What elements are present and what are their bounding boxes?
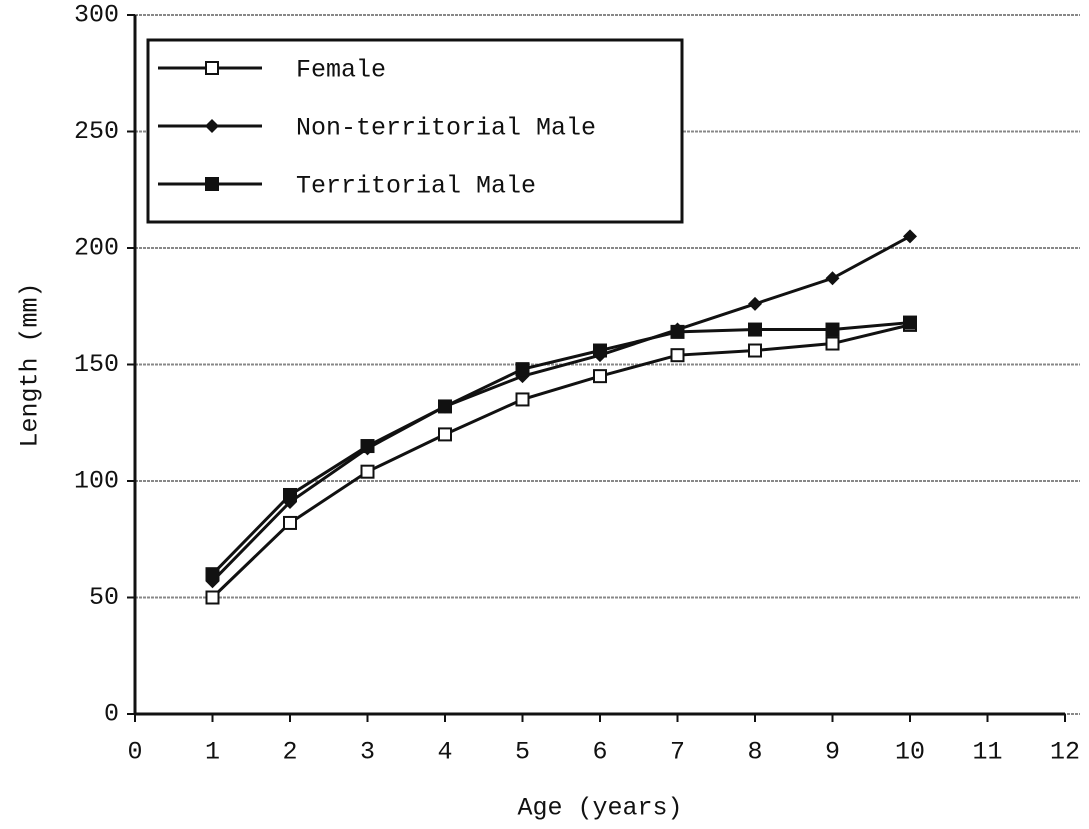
point: [825, 322, 840, 337]
x-tick-label: 7: [670, 738, 685, 767]
point: [825, 271, 840, 286]
point: [283, 515, 297, 530]
x-tick-label: 1: [205, 738, 220, 767]
point: [903, 315, 917, 330]
y-tick-label: 150: [74, 350, 119, 379]
x-tick-label: 0: [127, 738, 142, 767]
x-tick-label: 4: [437, 738, 452, 767]
x-tick-label: 11: [972, 738, 1002, 767]
point: [205, 567, 220, 582]
x-axis-label: Age (years): [517, 794, 682, 823]
y-tick-label: 300: [74, 1, 119, 30]
x-tick-label: 9: [825, 738, 840, 767]
legend-box: [146, 38, 684, 224]
point: [515, 392, 530, 407]
point: [205, 590, 220, 605]
point: [748, 296, 762, 311]
x-tick-label: 12: [1050, 738, 1080, 767]
legend-marker: [205, 61, 219, 75]
point: [515, 362, 530, 377]
y-tick-label: 250: [74, 117, 119, 146]
point: [670, 324, 685, 339]
series-line: [211, 323, 911, 599]
y-tick-label: 50: [89, 583, 119, 612]
point: [438, 427, 452, 442]
point: [593, 369, 607, 384]
y-tick-label: 100: [74, 467, 119, 496]
x-tick-label: 3: [360, 738, 375, 767]
legend-label: Territorial Male: [296, 172, 536, 201]
x-tick-label: 10: [895, 738, 925, 767]
point: [748, 343, 762, 358]
x-tick-label: 8: [747, 738, 762, 767]
legend-label: Female: [296, 56, 386, 85]
legend-label: Non-territorial Male: [296, 114, 596, 143]
x-tick-label: 2: [282, 738, 297, 767]
x-tick-label: 5: [515, 738, 530, 767]
y-tick-label: 200: [74, 234, 119, 263]
legend-marker: [205, 177, 219, 191]
series-line: [211, 321, 911, 576]
point: [360, 464, 375, 479]
point: [748, 322, 762, 337]
point: [438, 399, 452, 414]
point: [360, 439, 375, 454]
y-axis-label: Length (mm): [16, 282, 45, 447]
y-tick-label: 0: [104, 700, 119, 729]
series-line: [211, 235, 911, 583]
point: [283, 487, 297, 502]
point: [825, 336, 840, 351]
point: [593, 343, 607, 358]
x-tick-label: 6: [592, 738, 607, 767]
point: [670, 348, 685, 363]
legend-marker: [205, 119, 219, 133]
point: [903, 229, 917, 244]
